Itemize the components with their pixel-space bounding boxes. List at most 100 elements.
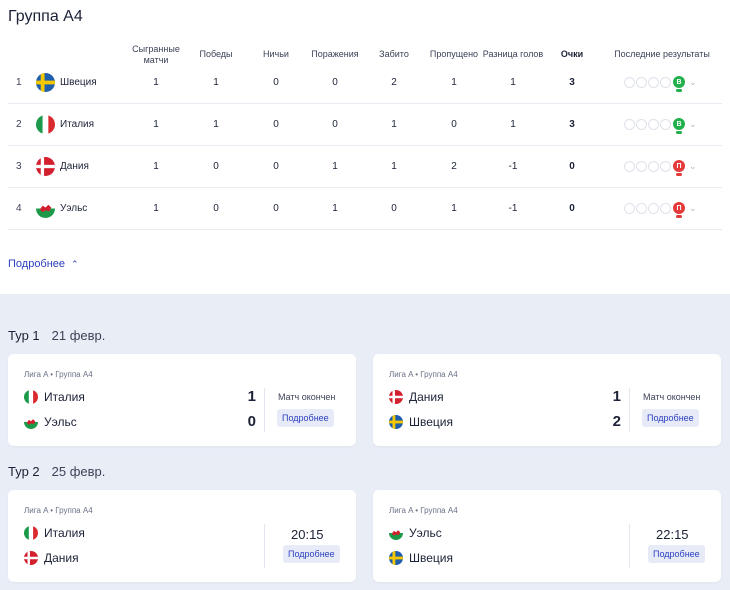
row-goal-diff: 1 <box>510 77 516 88</box>
row-draws: 0 <box>273 119 279 130</box>
loss-result-badge[interactable]: П <box>673 160 685 176</box>
row-conceded: 1 <box>451 203 457 214</box>
sweden-flag-icon <box>389 551 403 565</box>
chevron-down-icon[interactable]: ⌄ <box>689 76 697 87</box>
match-status: Матч окончен <box>278 392 336 402</box>
row-team-name[interactable]: Швеция <box>60 77 97 88</box>
row-wins: 1 <box>213 77 219 88</box>
home-team: Италия <box>24 524 85 542</box>
table-row[interactable]: 3 Дания 1 0 0 1 1 2 -1 0 П ⌄ <box>8 146 722 188</box>
row-goal-diff: 1 <box>510 119 516 130</box>
chevron-down-icon[interactable]: ⌄ <box>689 160 697 171</box>
match-details-button[interactable]: Подробнее <box>283 545 340 563</box>
sweden-flag-icon <box>36 73 55 92</box>
match-card[interactable]: Лига A • Группа A4 Италия Дания 20:15 По… <box>8 490 356 582</box>
row-scored: 2 <box>391 77 397 88</box>
row-draws: 0 <box>273 203 279 214</box>
card-divider <box>264 388 265 432</box>
row-draws: 0 <box>273 161 279 172</box>
row-goal-diff: -1 <box>508 161 518 172</box>
row-position: 3 <box>16 161 22 172</box>
away-team: Дания <box>24 549 79 567</box>
card-divider <box>629 524 630 568</box>
match-card[interactable]: Лига A • Группа A4 Дания Швеция 1 2 Матч… <box>373 354 721 446</box>
empty-result-icon <box>624 118 635 130</box>
row-team-name[interactable]: Италия <box>60 119 95 130</box>
header-losses: Поражения <box>311 49 359 59</box>
wales-flag-icon <box>24 415 38 429</box>
header-wins: Победы <box>199 49 233 59</box>
header-played: Сыгранные матчи <box>130 44 182 66</box>
table-row[interactable]: 1 Швеция 1 1 0 0 2 1 1 3 В ⌄ <box>8 62 722 104</box>
empty-result-icon <box>624 160 635 172</box>
empty-result-icon <box>648 202 659 214</box>
home-team-name: Италия <box>44 526 85 540</box>
match-time: 22:15 <box>656 527 689 542</box>
row-scored: 0 <box>391 203 397 214</box>
header-played-line1: Сыгранные <box>132 44 180 54</box>
denmark-flag-icon <box>389 390 403 404</box>
row-team-name[interactable]: Дания <box>60 161 89 172</box>
row-played: 1 <box>153 161 159 172</box>
row-played: 1 <box>153 203 159 214</box>
round-header: Тур 2 25 февр. <box>8 464 105 479</box>
match-details-button[interactable]: Подробнее <box>648 545 705 563</box>
header-goal-diff: Разница голов <box>482 49 544 59</box>
row-position: 4 <box>16 203 22 214</box>
header-points: Очки <box>560 49 584 59</box>
match-league: Лига A • Группа A4 <box>389 370 458 379</box>
row-form: В ⌄ <box>624 116 697 134</box>
row-wins: 0 <box>213 203 219 214</box>
away-team-name: Уэльс <box>44 415 77 429</box>
table-row[interactable]: 4 Уэльс 1 0 0 1 0 1 -1 0 П ⌄ <box>8 188 722 230</box>
row-scored: 1 <box>391 119 397 130</box>
row-form: П ⌄ <box>624 158 697 176</box>
match-time: 20:15 <box>291 527 324 542</box>
wales-flag-icon <box>389 526 403 540</box>
match-card[interactable]: Лига A • Группа A4 Италия Уэльс 1 0 Матч… <box>8 354 356 446</box>
away-team: Уэльс <box>24 413 77 431</box>
row-losses: 0 <box>332 119 338 130</box>
more-details-link[interactable]: Подробнее ⌃ <box>8 258 79 270</box>
row-form: В ⌄ <box>624 74 697 92</box>
row-form: П ⌄ <box>624 200 697 218</box>
chevron-down-icon[interactable]: ⌄ <box>689 118 697 129</box>
empty-result-icon <box>648 76 659 88</box>
chevron-down-icon[interactable]: ⌄ <box>689 202 697 213</box>
away-score: 2 <box>612 413 621 430</box>
row-losses: 0 <box>332 77 338 88</box>
empty-result-icon <box>636 118 647 130</box>
empty-result-icon <box>660 202 671 214</box>
round-header: Тур 1 21 февр. <box>8 328 105 343</box>
chevron-up-icon: ⌃ <box>71 258 79 269</box>
home-team: Италия <box>24 388 85 406</box>
wales-flag-icon <box>36 199 55 218</box>
italy-flag-icon <box>24 526 38 540</box>
row-points: 0 <box>569 161 575 172</box>
round-name: Тур 1 <box>8 328 40 343</box>
row-wins: 0 <box>213 161 219 172</box>
away-team: Швеция <box>389 413 453 431</box>
row-position: 1 <box>16 77 22 88</box>
row-team-name[interactable]: Уэльс <box>60 203 88 214</box>
row-points: 3 <box>569 77 575 88</box>
loss-result-badge[interactable]: П <box>673 202 685 218</box>
home-team-name: Дания <box>409 390 444 404</box>
denmark-flag-icon <box>36 157 55 176</box>
empty-result-icon <box>636 76 647 88</box>
match-status: Матч окончен <box>643 392 701 402</box>
empty-result-icon <box>636 160 647 172</box>
win-result-badge[interactable]: В <box>673 118 685 134</box>
match-details-button[interactable]: Подробнее <box>277 409 334 427</box>
home-score: 1 <box>247 388 256 405</box>
match-card[interactable]: Лига A • Группа A4 Уэльс Швеция 22:15 По… <box>373 490 721 582</box>
row-points: 3 <box>569 119 575 130</box>
empty-result-icon <box>660 118 671 130</box>
header-conceded: Пропущено <box>429 49 479 59</box>
table-row[interactable]: 2 Италия 1 1 0 0 1 0 1 3 В ⌄ <box>8 104 722 146</box>
match-details-button[interactable]: Подробнее <box>642 409 699 427</box>
win-result-badge[interactable]: В <box>673 76 685 92</box>
round-name: Тур 2 <box>8 464 40 479</box>
standings-header: Сыгранные матчи Победы Ничьи Поражения З… <box>0 40 722 70</box>
round-date: 21 февр. <box>51 328 106 343</box>
